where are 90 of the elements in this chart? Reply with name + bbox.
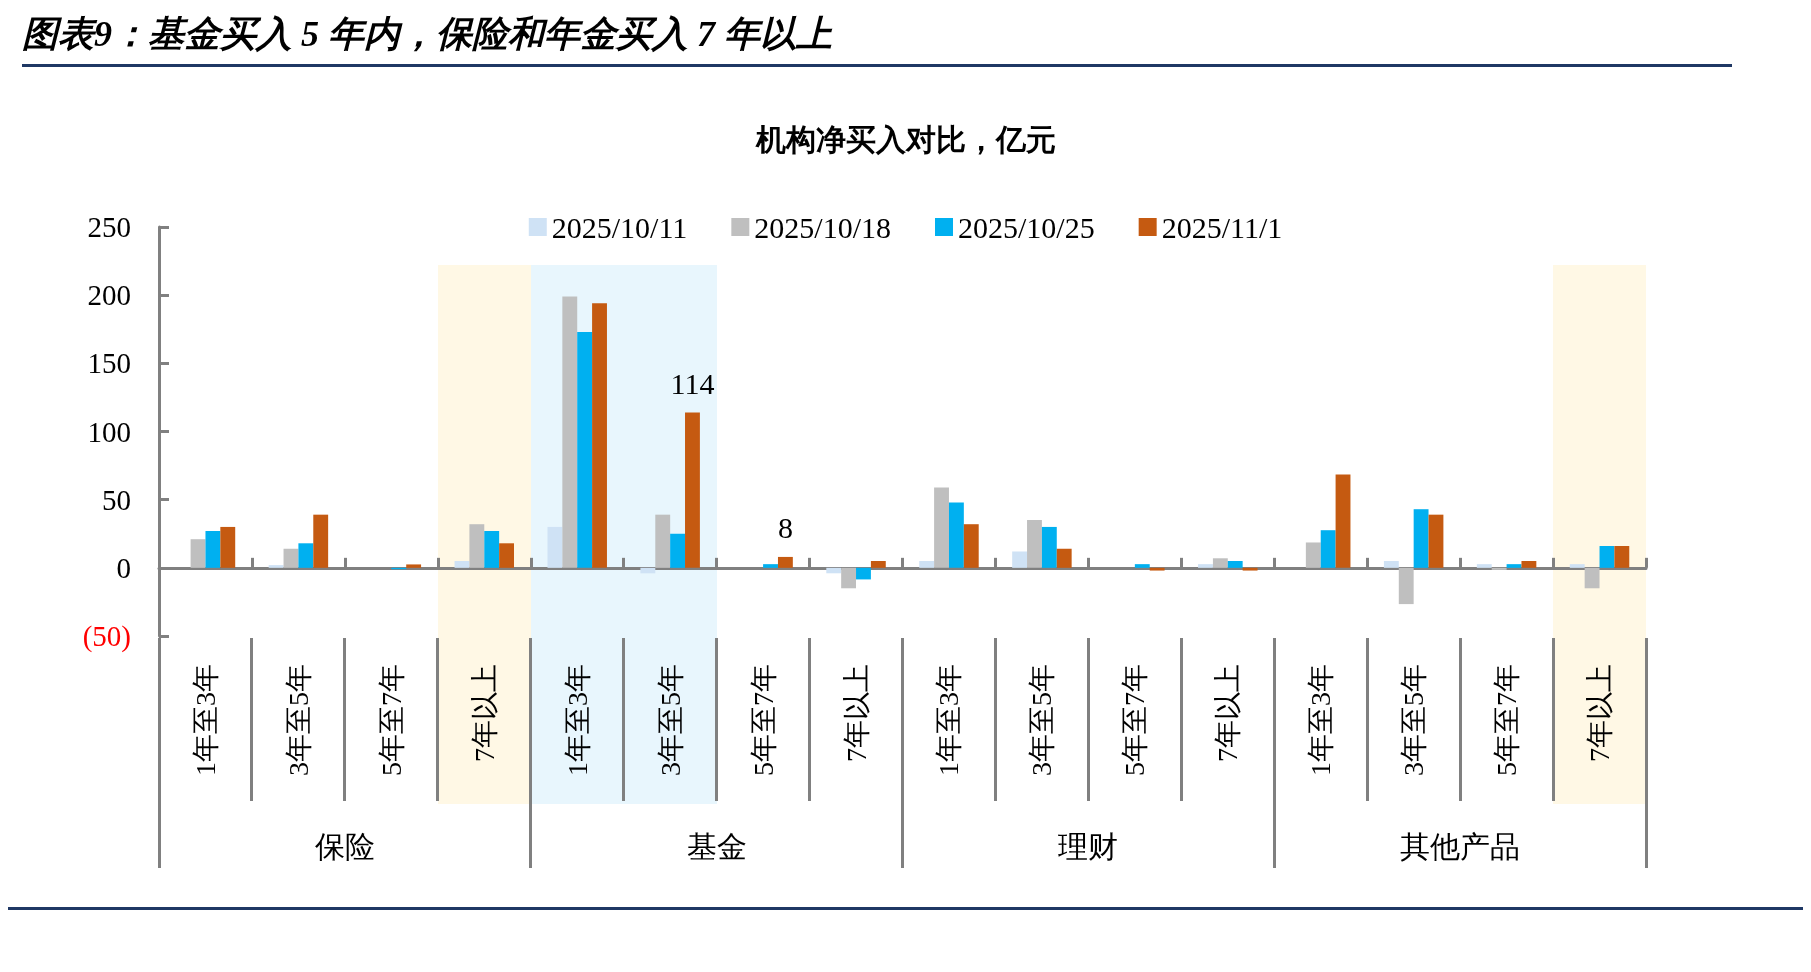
legend-label: 2025/11/1	[1161, 210, 1283, 244]
bar	[1584, 567, 1600, 589]
data-label: 8	[777, 511, 793, 545]
x-tick-label: 1年至3年	[189, 664, 221, 776]
bar	[1149, 567, 1165, 571]
bar	[283, 548, 299, 568]
bar	[484, 531, 500, 568]
bar	[1012, 551, 1028, 568]
bar	[469, 524, 485, 568]
bar	[856, 567, 871, 580]
bar	[1521, 561, 1537, 568]
bar	[1614, 546, 1630, 568]
bar	[1027, 520, 1042, 568]
bar	[1212, 558, 1228, 568]
y-tick-label: 200	[87, 279, 131, 312]
x-tick-label: 7年以上	[1212, 664, 1244, 762]
bar	[298, 543, 314, 568]
x-tick-label: 5年至7年	[747, 664, 779, 776]
bar	[1476, 564, 1492, 568]
y-tick-label: 150	[87, 347, 131, 380]
bar	[1599, 546, 1615, 568]
bar	[777, 556, 793, 568]
bar	[562, 296, 578, 568]
bar	[948, 502, 964, 568]
chart-subtitle: 机构净买入对比，亿元	[754, 122, 1056, 156]
bar	[934, 487, 949, 568]
bar	[670, 533, 686, 568]
bar	[313, 514, 329, 568]
y-tick-label: (50)	[82, 620, 131, 653]
x-tick-label: 3年至5年	[1026, 664, 1058, 776]
legend-label: 2025/10/18	[754, 210, 891, 244]
bar	[205, 531, 221, 568]
bar	[1242, 567, 1258, 571]
bar	[1428, 514, 1444, 568]
legend-label: 2025/10/25	[958, 210, 1095, 244]
text: 理财	[1058, 829, 1119, 863]
bar	[1198, 564, 1213, 568]
bar	[919, 561, 935, 568]
x-tick-label: 1年至3年	[933, 664, 965, 776]
x-tick-label: 7年以上	[468, 664, 500, 762]
x-tick-label: 7年以上	[840, 664, 872, 762]
x-tick-label: 3年至5年	[1398, 664, 1430, 776]
bar	[870, 561, 886, 568]
bar	[1134, 564, 1150, 568]
bar	[841, 567, 857, 589]
bar	[1227, 561, 1243, 568]
y-tick-label: 100	[87, 415, 131, 448]
x-tick-label: 1年至3年	[561, 664, 593, 776]
bar	[577, 331, 593, 568]
x-tick-label: 5年至7年	[1491, 664, 1523, 776]
chart-title: 图表9：基金买入 5 年内，保险和年金买入 7 年以上	[22, 8, 1732, 67]
bar	[190, 539, 206, 568]
bar	[826, 567, 842, 574]
bar	[1335, 474, 1351, 568]
bar	[1398, 567, 1414, 605]
bar	[1041, 526, 1057, 568]
bar	[655, 514, 671, 568]
bar	[1056, 548, 1072, 568]
bar	[268, 565, 284, 568]
bar	[1506, 564, 1522, 568]
bar	[685, 412, 700, 568]
bar	[454, 561, 470, 568]
text: 其他产品	[1400, 829, 1521, 863]
y-tick-label: 0	[116, 551, 131, 584]
bar	[963, 524, 979, 568]
bar	[1569, 564, 1585, 568]
text: 保险	[314, 829, 375, 863]
x-tick-label: 5年至7年	[1119, 664, 1151, 776]
bar	[406, 564, 422, 568]
bar	[1305, 542, 1321, 568]
text: 基金	[686, 829, 747, 863]
bar	[640, 567, 656, 574]
x-tick-label: 5年至7年	[375, 664, 407, 776]
bar	[220, 526, 236, 568]
bar	[1383, 561, 1399, 568]
x-tick-label: 3年至5年	[282, 664, 314, 776]
bar	[499, 543, 515, 568]
bar	[1413, 509, 1429, 568]
bar	[1491, 567, 1507, 570]
y-tick-label: 250	[87, 211, 131, 243]
x-tick-label: 3年至5年	[654, 664, 686, 776]
y-tick-label: 50	[102, 483, 131, 516]
bar	[592, 303, 607, 568]
bar	[1320, 530, 1336, 568]
bar	[763, 564, 778, 568]
bar	[547, 526, 563, 568]
x-tick-label: 1年至3年	[1305, 664, 1337, 776]
data-label: 114	[670, 366, 715, 400]
legend-label: 2025/10/11	[551, 210, 688, 244]
x-tick-label: 7年以上	[1584, 664, 1616, 762]
